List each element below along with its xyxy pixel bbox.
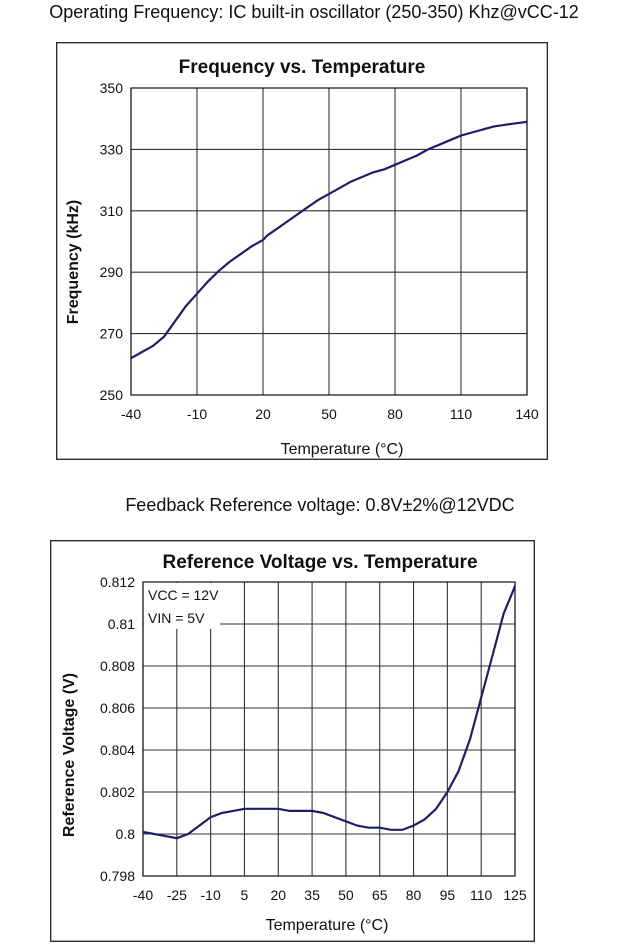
y-tick-label: 0.806 [100,700,135,716]
x-tick-label: 50 [338,887,354,903]
frequency-chart-svg: Frequency vs. Temperature Temperature (°… [56,42,548,460]
y-tick-label: 270 [100,326,124,342]
y-tick-label: 310 [100,203,124,219]
series-line [142,585,517,840]
reference-voltage-chart: Reference Voltage vs. Temperature Temper… [50,540,535,942]
x-tick-label: 65 [372,887,388,903]
x-tick-label: 110 [450,406,473,422]
y-tick-label: 350 [100,80,124,96]
x-axis-label: Temperature (°C) [266,917,389,934]
chart-frame [50,540,535,942]
y-tick-label: 0.804 [100,742,135,758]
plot-area: -40 -10 20 50 80 110 140 250 270 290 310 330 350 [100,80,539,422]
annotation-box [144,583,220,629]
y-tick-label: 0.798 [100,868,135,884]
x-tick-label: 5 [241,887,249,903]
y-tick-label: 0.808 [100,658,135,674]
annotation-label: VCC = 12V [148,587,219,603]
x-tick-label: 110 [470,887,493,903]
x-tick-label: -25 [167,887,187,903]
series-line [130,120,528,360]
x-tick-label: 80 [387,406,403,422]
y-tick-label: 290 [100,264,124,280]
y-tick-label: 0.812 [100,574,135,590]
chart-title: Reference Voltage vs. Temperature [162,552,477,573]
y-axis-label: Reference Voltage (V) [61,673,78,837]
y-tick-label: 0.802 [100,784,135,800]
frequency-caption: Operating Frequency: IC built-in oscilla… [49,2,579,22]
x-tick-label: 20 [270,887,286,903]
x-tick-label: 20 [255,406,271,422]
reference-voltage-chart-svg: Reference Voltage vs. Temperature Temper… [50,540,535,942]
plot-area: -40 -25 -10 5 20 35 50 65 80 95 110 125 0.798 0.8 0.80… [100,574,527,903]
x-tick-label: -40 [121,406,141,422]
x-tick-label: -40 [133,887,153,903]
y-tick-label: 330 [100,141,124,157]
y-tick-label: 0.8 [116,826,136,842]
chart-title: Frequency vs. Temperature [179,57,426,78]
x-tick-label: 35 [304,887,320,903]
x-tick-label: 80 [406,887,422,903]
frequency-chart: Frequency vs. Temperature Temperature (°… [56,42,548,460]
annotation-label: VIN = 5V [148,610,205,626]
x-tick-label: -10 [187,406,207,422]
x-tick-label: 140 [515,406,539,422]
plot-border [142,581,516,877]
y-axis-label: Frequency (kHz) [65,200,82,324]
x-tick-label: -10 [201,887,221,903]
plot-border [130,87,528,396]
y-tick-label: 250 [100,387,124,403]
x-tick-label: 125 [503,887,527,903]
reference-caption: Feedback Reference voltage: 0.8V±2%@12VD… [125,495,515,515]
x-tick-label: 50 [321,406,337,422]
x-tick-label: 95 [440,887,456,903]
chart-frame [56,42,548,460]
x-axis-label: Temperature (°C) [281,441,404,458]
y-tick-label: 0.81 [108,616,135,632]
